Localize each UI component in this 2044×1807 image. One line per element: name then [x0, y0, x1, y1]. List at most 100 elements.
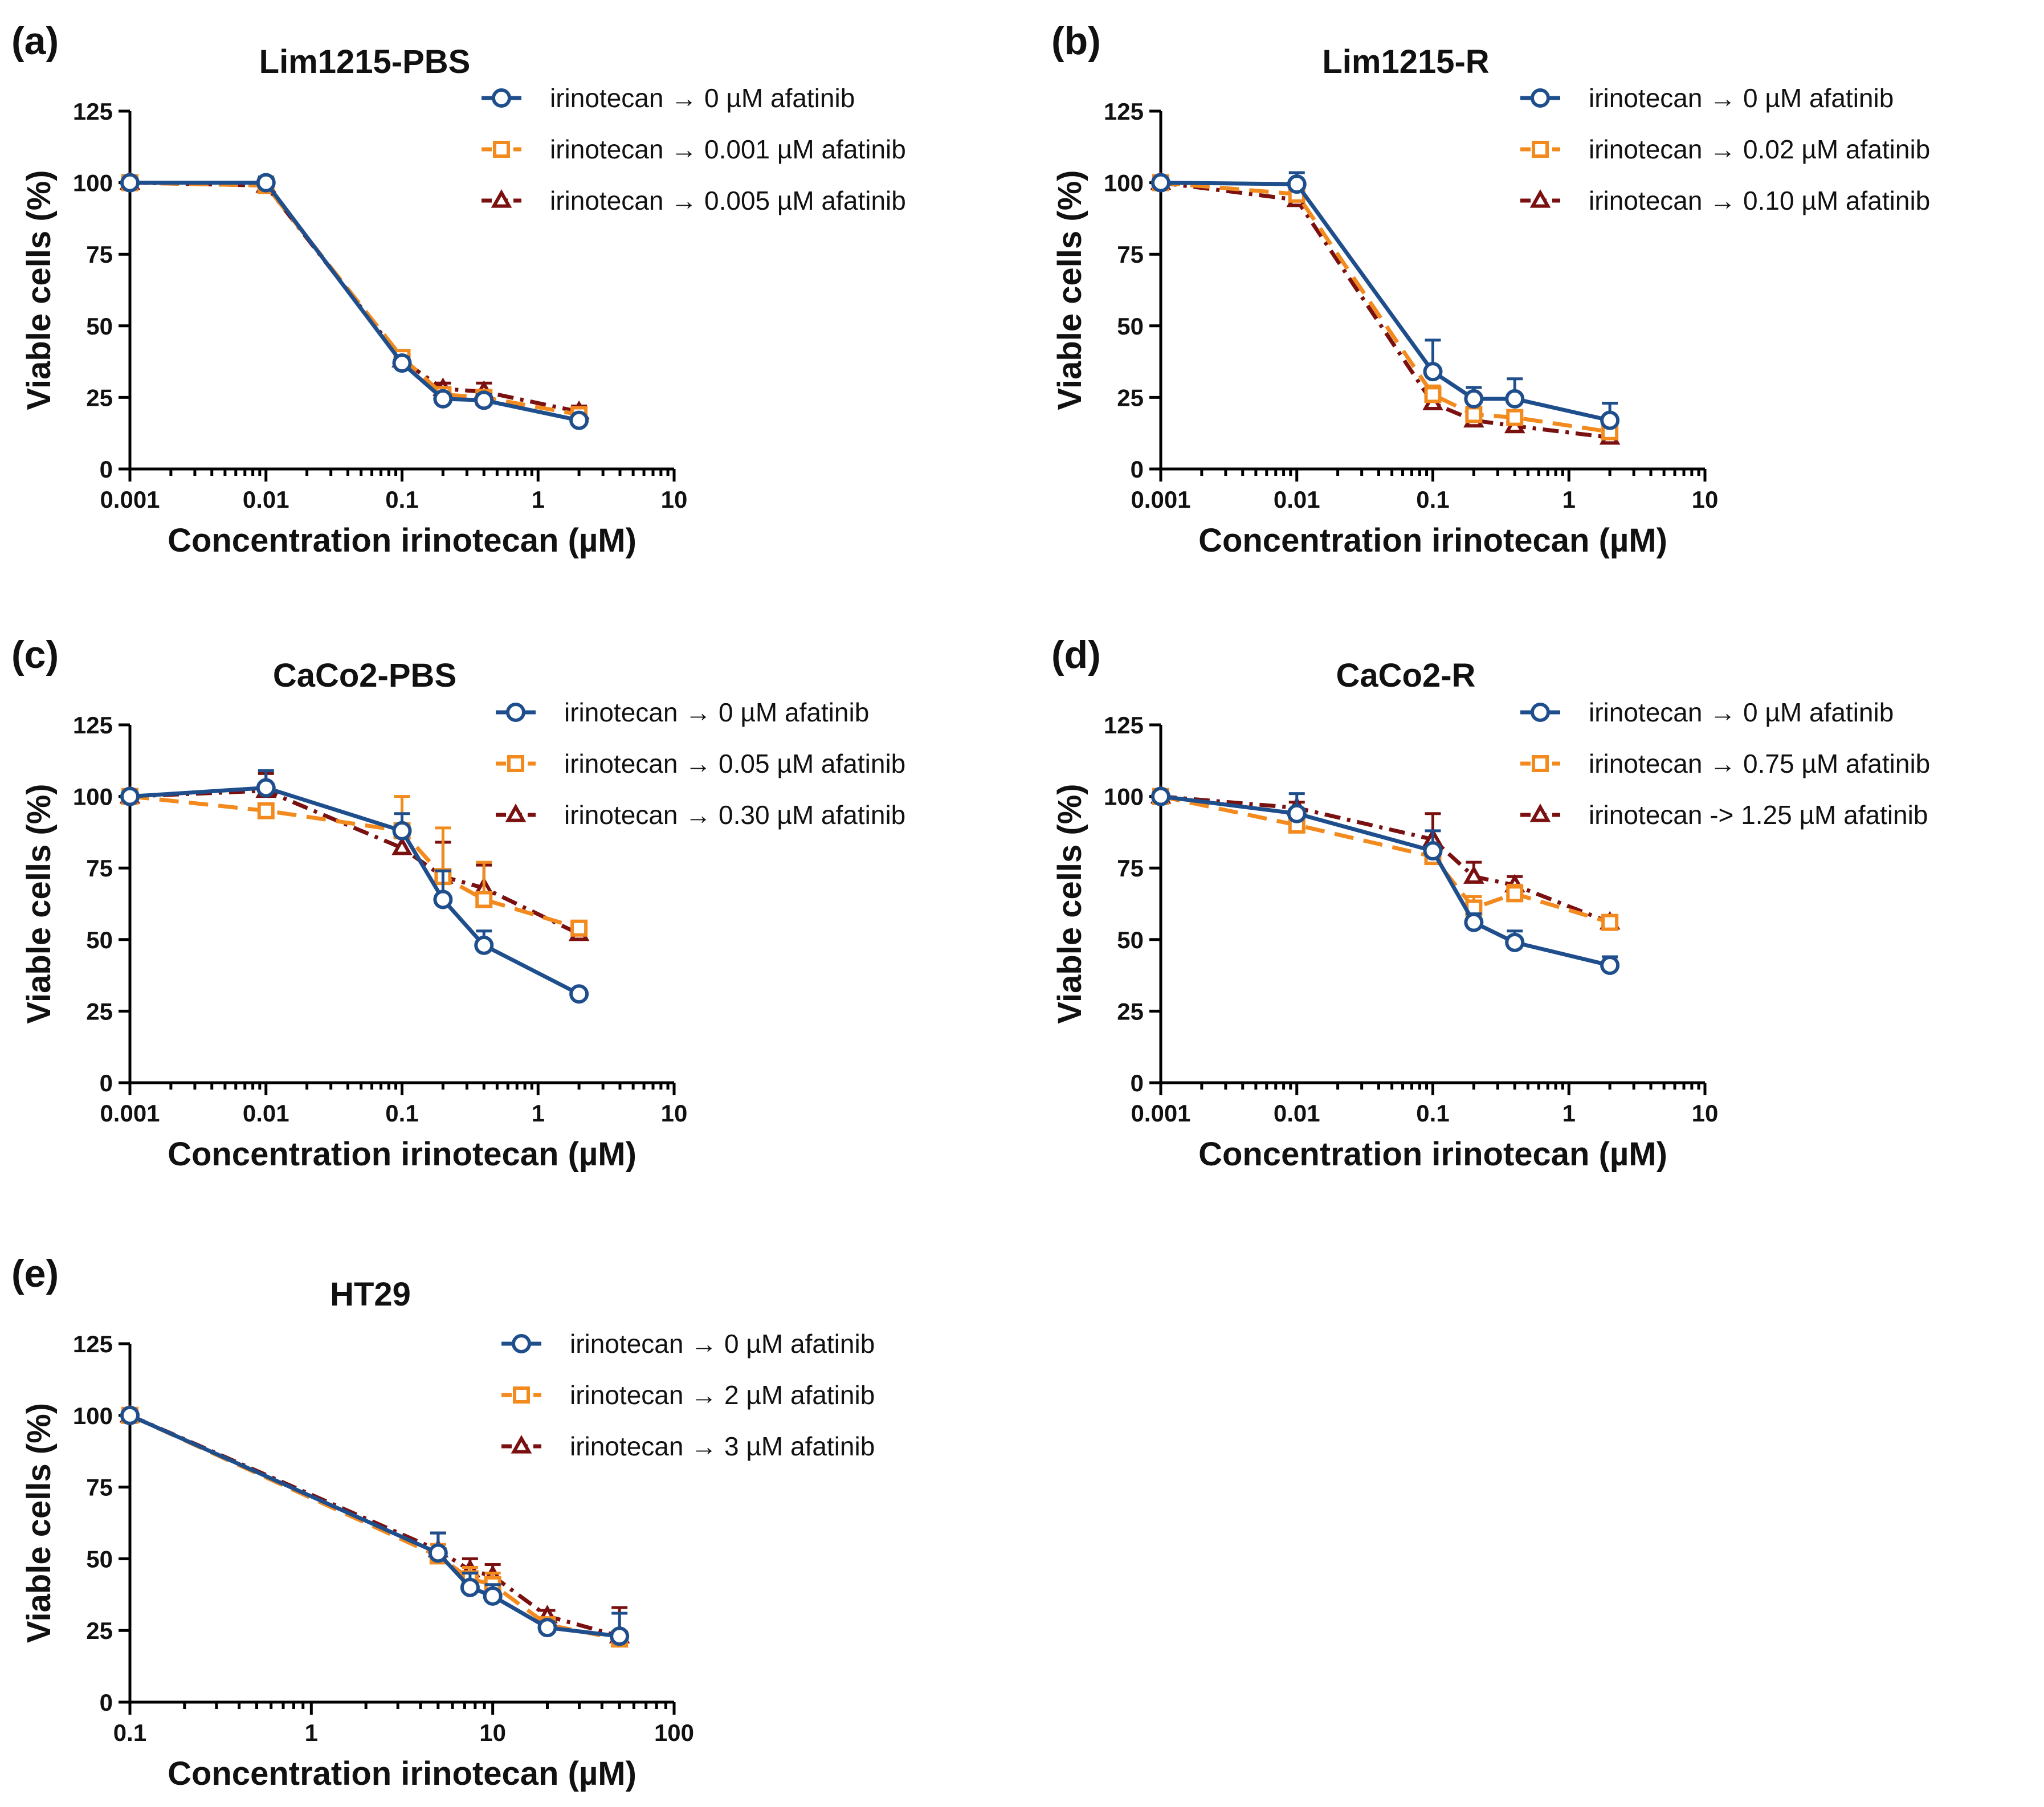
- data-point: [392, 821, 412, 841]
- data-point: [120, 786, 140, 806]
- series-line: [1160, 794, 1610, 968]
- data-point: [569, 410, 589, 430]
- legend-marker: [505, 803, 527, 822]
- x-tick-label: 0.001: [1131, 1100, 1190, 1127]
- data-point: [120, 173, 140, 193]
- y-tick-label: 125: [73, 712, 113, 739]
- data-point: [1423, 841, 1443, 861]
- x-axis-label: Concentration irinotecan (µM): [168, 1136, 637, 1173]
- chart-panel-4: (d) CaCo2-R 0 25 50 75 100 125 0.001 0.01 0.1 1 10 Co…: [1051, 633, 1930, 1173]
- legend-entry: irinotecan → 0 µM afatinib: [550, 83, 855, 113]
- legend-marker: [1532, 755, 1549, 772]
- y-tick-label: 25: [1117, 384, 1144, 411]
- x-tick-label: 10: [661, 486, 688, 513]
- series-line: [1160, 794, 1611, 925]
- chart-panel-1: (a) Lim1215-PBS 0 25 50 75 100 125 0.001 0.01 0.1 1…: [11, 19, 906, 559]
- y-axis-label: Viable cells (%): [21, 1403, 58, 1643]
- x-tick-label: 0.001: [100, 486, 160, 513]
- data-point: [483, 1586, 503, 1606]
- legend-entry: irinotecan → 0.001 µM afatinib: [550, 134, 906, 164]
- data-point: [1287, 174, 1307, 194]
- data-point: [474, 390, 494, 410]
- legend-marker: [512, 1334, 531, 1353]
- data-point: [569, 984, 589, 1004]
- data-point: [570, 919, 588, 937]
- legend-entry: irinotecan -> 1.25 µM afatinib: [1589, 800, 1928, 830]
- x-tick-label: 1: [1562, 486, 1576, 513]
- panel-title: CaCo2-R: [1336, 657, 1476, 694]
- data-point: [1506, 885, 1524, 903]
- legend-marker: [507, 755, 524, 772]
- series-line: [1160, 181, 1610, 434]
- panel-title: CaCo2-PBS: [273, 657, 456, 694]
- data-point: [428, 1543, 448, 1563]
- x-tick-label: 0.001: [100, 1100, 160, 1127]
- data-point: [1505, 389, 1525, 409]
- y-tick-label: 75: [1117, 241, 1144, 268]
- legend: irinotecan → 0 µM afatinib irinotecan → 0…: [482, 83, 906, 215]
- data-point: [1287, 803, 1307, 823]
- series-3: [119, 772, 590, 941]
- y-tick-label: 125: [73, 1331, 113, 1357]
- series-1: [120, 1405, 630, 1646]
- y-tick-label: 0: [100, 456, 113, 483]
- data-point: [474, 935, 494, 955]
- data-point: [257, 802, 275, 819]
- legend-marker: [1529, 189, 1551, 208]
- y-tick-label: 50: [86, 313, 113, 340]
- x-tick-label: 0.1: [113, 1719, 146, 1746]
- series-line: [129, 786, 580, 996]
- x-tick-label: 1: [532, 486, 545, 513]
- legend-entry: irinotecan → 0.75 µM afatinib: [1589, 749, 1930, 778]
- data-point: [1151, 173, 1170, 193]
- x-tick-label: 100: [654, 1719, 694, 1746]
- x-tick-label: 0.01: [1274, 1100, 1320, 1127]
- legend-marker: [1531, 88, 1550, 108]
- y-tick-label: 100: [73, 784, 113, 810]
- legend-marker: [506, 703, 525, 722]
- y-tick-label: 100: [1104, 784, 1144, 810]
- y-tick-label: 100: [73, 170, 113, 197]
- data-point: [610, 1626, 630, 1646]
- data-point: [1424, 386, 1442, 403]
- y-tick-label: 50: [1117, 927, 1144, 953]
- x-tick-label: 0.1: [385, 1100, 418, 1127]
- y-axis-label: Viable cells (%): [21, 784, 58, 1023]
- legend-entry: irinotecan → 0 µM afatinib: [1589, 697, 1894, 727]
- data-point: [1465, 406, 1483, 423]
- y-tick-label: 75: [86, 855, 113, 882]
- y-tick-label: 50: [86, 927, 113, 953]
- y-tick-label: 50: [86, 1545, 113, 1572]
- legend-marker: [513, 1386, 530, 1404]
- panel-title: Lim1215-R: [1322, 43, 1489, 80]
- x-tick-label: 0.1: [385, 486, 418, 513]
- series-1: [1151, 786, 1620, 976]
- y-tick-label: 0: [100, 1070, 113, 1096]
- legend: irinotecan → 0 µM afatinib irinotecan → 0…: [496, 697, 905, 830]
- panel-letter: (c): [11, 633, 59, 676]
- series-line: [1160, 794, 1611, 924]
- x-tick-label: 0.01: [243, 1100, 289, 1127]
- chart-panel-3: (c) CaCo2-PBS 0 25 50 75 100 125 0.001 0.01 0.1 1 10…: [11, 633, 905, 1173]
- data-point: [537, 1618, 557, 1638]
- series-line: [129, 794, 580, 931]
- y-tick-label: 125: [73, 98, 113, 125]
- data-point: [391, 837, 413, 855]
- data-point: [1600, 956, 1620, 976]
- legend-entry: irinotecan → 0.05 µM afatinib: [564, 749, 905, 778]
- data-point: [120, 1405, 140, 1425]
- y-tick-label: 75: [86, 1474, 113, 1501]
- legend-marker: [1532, 141, 1549, 158]
- series-line: [1160, 181, 1610, 440]
- data-point: [475, 891, 493, 908]
- series-line: [129, 1413, 620, 1638]
- legend-marker: [493, 141, 510, 158]
- chart-panel-2: (b) Lim1215-R 0 25 50 75 100 125 0.001 0.01 0.1 1 10…: [1051, 19, 1930, 559]
- legend-entry: irinotecan → 0.30 µM afatinib: [564, 800, 905, 830]
- legend-marker: [491, 189, 512, 208]
- y-axis-label: Viable cells (%): [1051, 784, 1088, 1023]
- y-tick-label: 100: [1104, 170, 1144, 197]
- x-tick-label: 10: [1692, 1100, 1719, 1127]
- legend: irinotecan → 0 µM afatinib irinotecan → 0…: [1520, 697, 1930, 830]
